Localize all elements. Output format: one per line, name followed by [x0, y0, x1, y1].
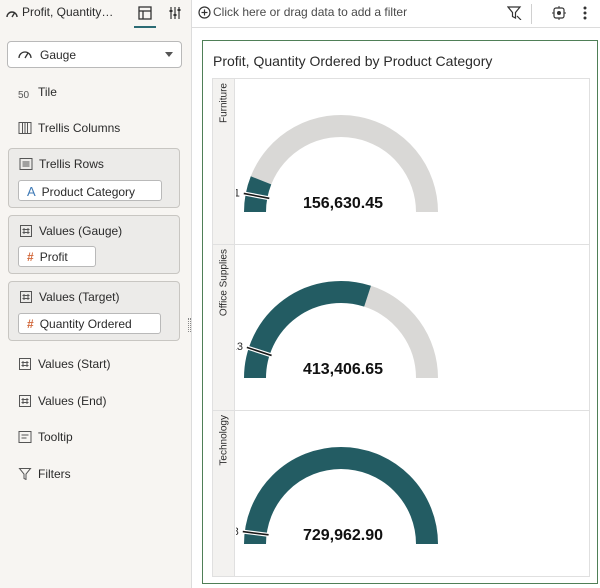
values-gauge-dropzone[interactable]: Values (Gauge) # Profit [8, 215, 180, 274]
rows-icon [19, 158, 33, 170]
gauge-chart[interactable]: 70,413 413,406.65 [236, 245, 589, 411]
visualization-canvas[interactable]: Profit, Quantity Ordered by Product Cate… [202, 40, 598, 584]
section-trellis-rows: Trellis Rows [19, 157, 104, 171]
gauge-target-label: 31,448 [236, 526, 239, 538]
active-tab-indicator [134, 26, 156, 28]
chart-title: Profit, Quantity Ordered by Product Cate… [213, 53, 493, 69]
measure-icon: # [27, 317, 34, 331]
gauge-target-label: 25,811 [236, 188, 240, 200]
section-values-end-label: Values (End) [38, 394, 107, 408]
top-toolbar: Profit, Quantity… Click here or drag dat… [0, 0, 600, 28]
section-values-gauge-label: Values (Gauge) [39, 224, 123, 238]
section-trellis-columns[interactable]: Trellis Columns [18, 121, 120, 135]
funnel-icon [18, 468, 32, 480]
grammar-panel-icon[interactable] [136, 4, 154, 22]
section-tile[interactable]: 50 Tile [18, 85, 57, 101]
section-trellis-columns-label: Trellis Columns [38, 121, 121, 135]
filter-placeholder: Click here or drag data to add a filter [213, 5, 408, 19]
gauge-value-label: 729,962.90 [303, 527, 383, 544]
pill-quantity-ordered[interactable]: # Quantity Ordered [18, 313, 161, 334]
values-target-dropzone[interactable]: Values (Target) # Quantity Ordered [8, 281, 180, 341]
viz-type-label: Gauge [40, 48, 77, 62]
measure-grid-icon [19, 358, 31, 370]
properties-icon[interactable] [166, 4, 184, 22]
section-values-gauge: Values (Gauge) [19, 224, 122, 238]
measure-grid-icon [20, 225, 32, 237]
auto-apply-icon[interactable] [550, 4, 568, 22]
pill-profit[interactable]: # Profit [18, 246, 96, 267]
chevron-down-icon[interactable] [165, 52, 173, 57]
measure-grid-icon [20, 291, 32, 303]
panel-resize-handle[interactable] [188, 318, 191, 332]
gauge-chart[interactable]: 25,811 156,630.45 [236, 79, 589, 245]
trellis-grid: Furniture 25,811 156,630.45 Office Supplies… [212, 78, 590, 577]
gauge-target-marker[interactable] [243, 192, 270, 200]
measure-grid-icon [19, 395, 31, 407]
toolbar-divider [531, 4, 532, 24]
pill-label: Profit [39, 250, 68, 264]
section-values-target: Values (Target) [19, 290, 119, 304]
gauge-icon [18, 51, 32, 59]
section-values-end[interactable]: Values (End) [18, 394, 106, 408]
measure-icon: # [27, 250, 34, 264]
section-filters[interactable]: Filters [18, 467, 71, 481]
add-filter-icon [198, 6, 211, 19]
filter-bar[interactable]: Click here or drag data to add a filter [198, 5, 407, 19]
tooltip-icon [18, 431, 32, 443]
gauge-value-arc[interactable] [244, 447, 438, 545]
trellis-row-divider [213, 244, 589, 245]
text-attribute-icon: A [27, 184, 36, 199]
trellis-row-divider [213, 410, 589, 411]
section-values-start-label: Values (Start) [38, 357, 111, 371]
grammar-panel: Gauge 50 Tile Trellis Columns Trellis Row… [0, 28, 192, 588]
filter-options-icon[interactable] [505, 4, 523, 22]
gauge-target-marker[interactable] [242, 530, 269, 536]
trellis-rows-dropzone[interactable]: Trellis Rows A Product Category [8, 148, 180, 208]
panel-header: Profit, Quantity… [0, 0, 192, 28]
tile-icon: 50 [18, 90, 30, 101]
gauge-value-arc[interactable] [244, 281, 371, 379]
more-options-icon[interactable] [576, 4, 594, 22]
viz-title-tab[interactable]: Profit, Quantity… [6, 5, 113, 19]
pill-label: Quantity Ordered [39, 317, 132, 331]
section-filters-label: Filters [38, 467, 71, 481]
section-tooltip-label: Tooltip [38, 430, 73, 444]
viz-type-select[interactable]: Gauge [7, 41, 182, 68]
gauge-target-marker[interactable] [246, 346, 272, 357]
gauge-track [250, 115, 438, 213]
section-trellis-rows-label: Trellis Rows [39, 157, 104, 171]
gauge-icon [6, 11, 18, 18]
trellis-row-label-text: Technology [218, 415, 230, 466]
section-values-start[interactable]: Values (Start) [18, 357, 110, 371]
gauge-value-label: 413,406.65 [303, 361, 383, 378]
pill-label: Product Category [41, 185, 136, 199]
gauge-track [363, 285, 438, 379]
section-values-target-label: Values (Target) [39, 290, 120, 304]
trellis-row-label-text: Furniture [218, 83, 230, 124]
row-header-column [213, 79, 235, 576]
gauge-target-label: 70,413 [236, 341, 243, 353]
viz-title-text: Profit, Quantity… [22, 5, 114, 19]
pill-product-category[interactable]: A Product Category [18, 180, 162, 201]
gauge-chart[interactable]: 31,448 729,962.90 [236, 411, 589, 577]
trellis-row-label-text: Office Supplies [218, 249, 230, 317]
gauge-value-label: 156,630.45 [303, 195, 383, 212]
columns-icon [18, 122, 32, 134]
section-tile-label: Tile [38, 85, 57, 99]
section-tooltip[interactable]: Tooltip [18, 430, 73, 444]
